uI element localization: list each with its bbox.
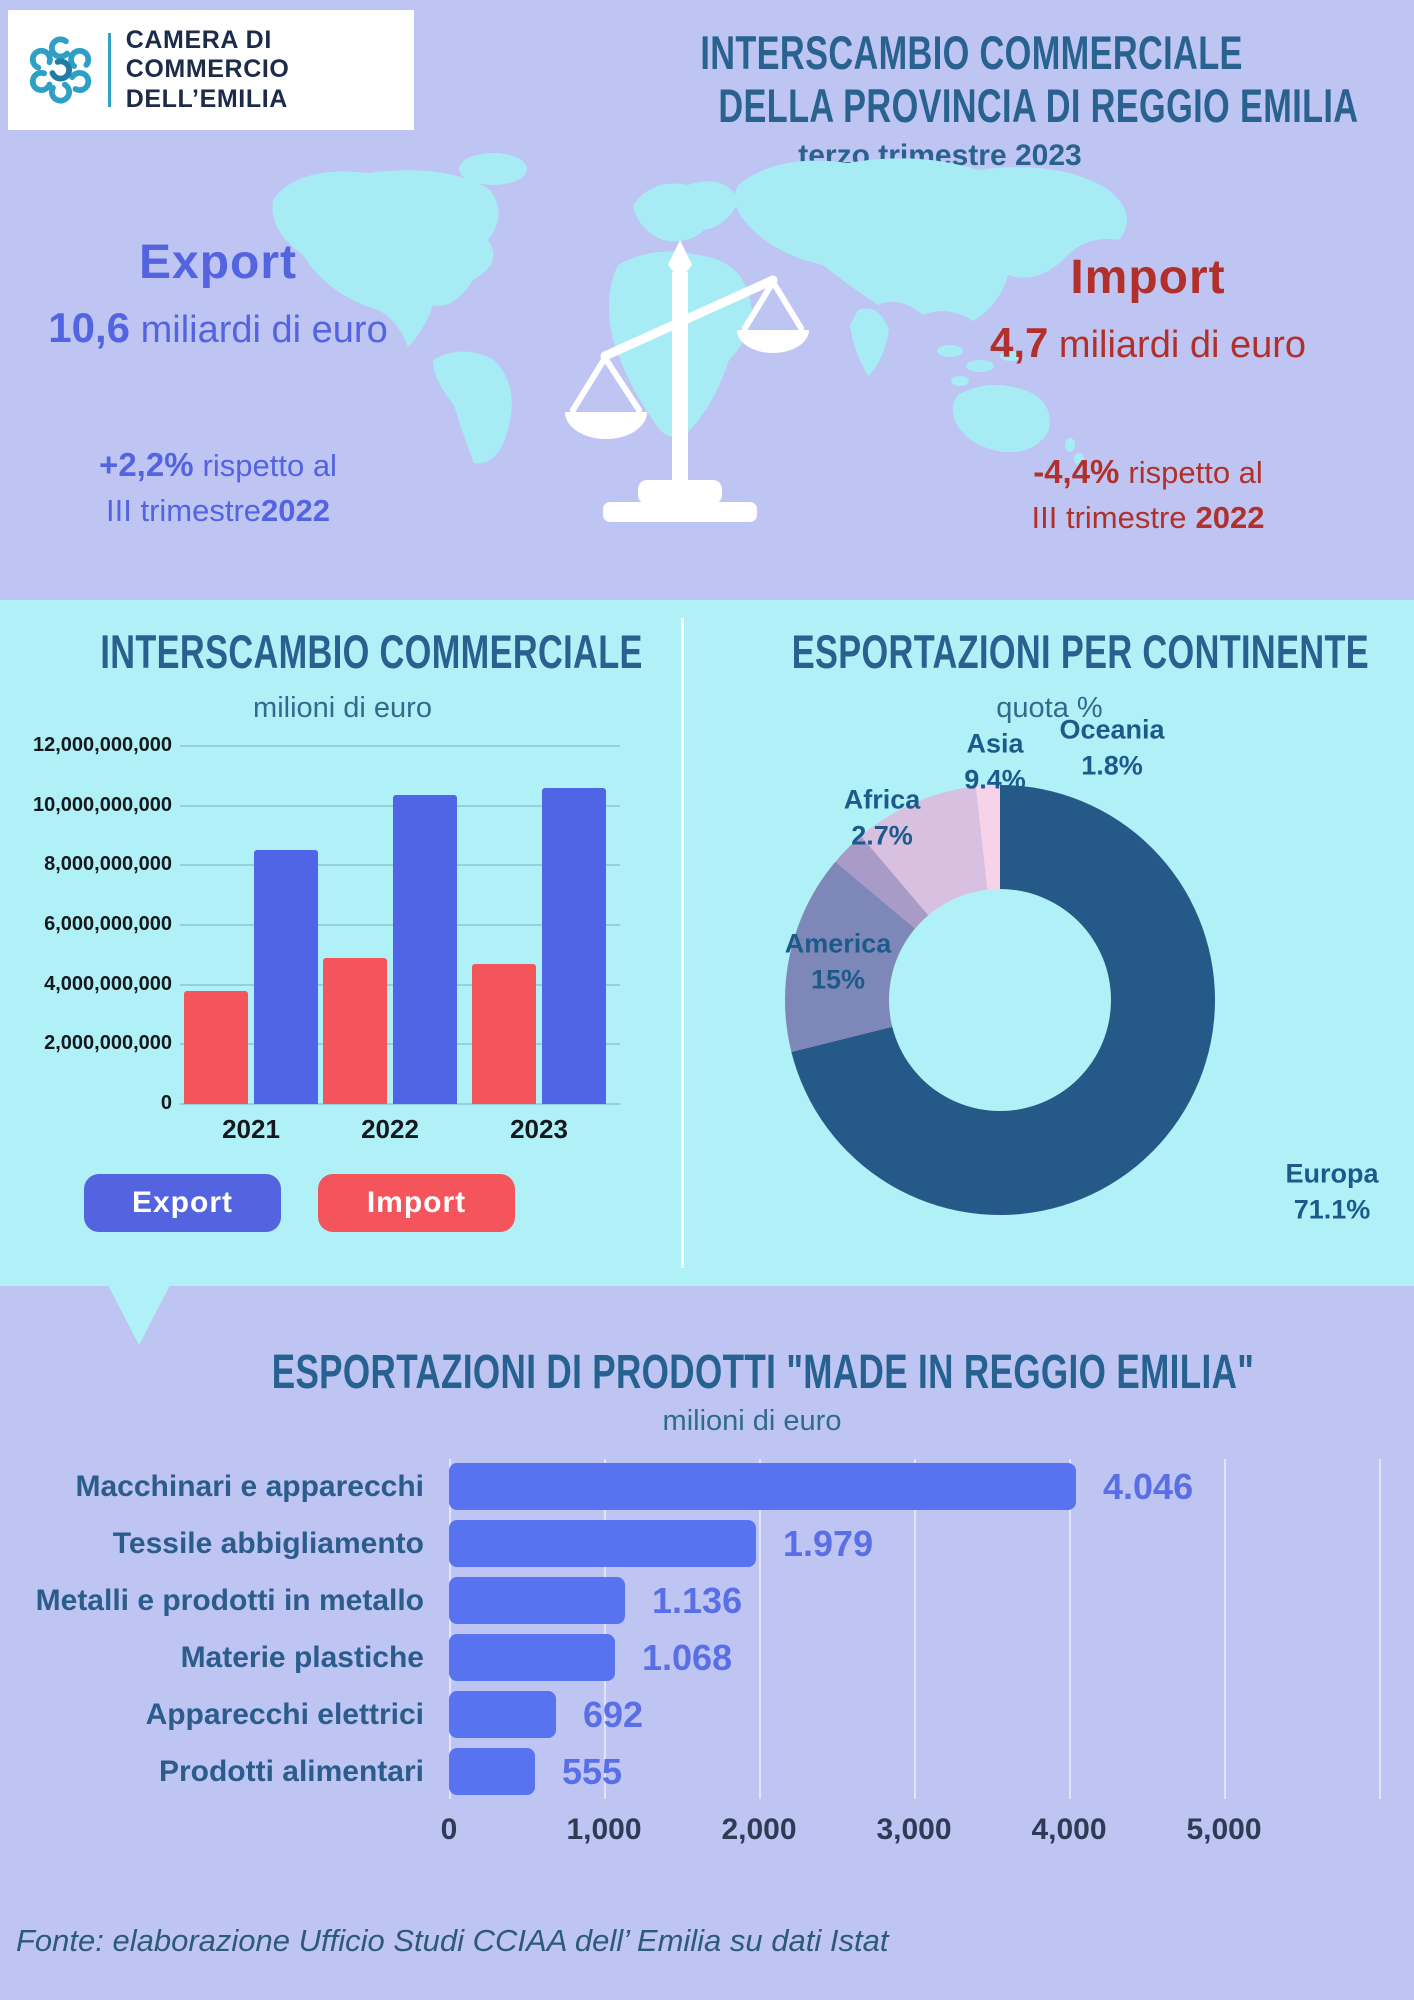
bar-import-2022 bbox=[323, 958, 387, 1104]
bar-import-2021 bbox=[184, 991, 248, 1104]
map-greenland bbox=[459, 153, 527, 185]
export-summary: Export 10,6 miliardi di euro +2,2% rispet… bbox=[18, 238, 418, 529]
hbar-4 bbox=[449, 1634, 615, 1681]
logo-divider bbox=[108, 33, 111, 107]
x-axis-tick-2022: 2022 bbox=[361, 1114, 419, 1144]
page-title-line1: INTERSCAMBIO COMMERCIALE bbox=[700, 26, 1243, 79]
bar-group-2021 bbox=[184, 746, 318, 1104]
export-value: 10,6 miliardi di euro bbox=[48, 304, 388, 351]
value-label-4: 1.068 bbox=[642, 1637, 733, 1678]
pie-chart-title: ESPORTAZIONI PER CONTINENTE bbox=[791, 625, 1370, 678]
bar-chart-title: INTERSCAMBIO COMMERCIALE bbox=[100, 625, 643, 678]
logo-card: CAMERA DI COMMERCIO DELL’EMILIA bbox=[8, 10, 414, 130]
value-label-2: 1.979 bbox=[783, 1523, 874, 1564]
chamber-chain-logo-icon bbox=[29, 36, 92, 104]
pie-label-europa: Europa 71.1% bbox=[1285, 1158, 1379, 1224]
category-label-6: Prodotti alimentari bbox=[158, 1755, 424, 1788]
y-axis-tick-10,000,000,000: 10,000,000,000 bbox=[32, 793, 172, 816]
import-value: 4,7 miliardi di euro bbox=[989, 319, 1307, 366]
x-axis-tick-5,000: 5,000 bbox=[1186, 1813, 1262, 1846]
value-label-6: 555 bbox=[562, 1751, 623, 1792]
x-axis-tick-2023: 2023 bbox=[510, 1114, 568, 1144]
bar-group-2022 bbox=[323, 746, 457, 1104]
gridline-x-1000 bbox=[604, 1459, 606, 1799]
export-label: Export bbox=[138, 236, 297, 289]
x-axis-tick-4,000: 4,000 bbox=[1031, 1813, 1107, 1846]
hbar-5 bbox=[449, 1691, 556, 1738]
gridline-y-0 bbox=[180, 1103, 620, 1105]
category-label-3: Metalli e prodotti in metallo bbox=[35, 1584, 424, 1617]
gridline-x-4000 bbox=[1069, 1459, 1071, 1799]
charts-panel: INTERSCAMBIO COMMERCIALE milioni di euro… bbox=[0, 600, 1414, 1286]
export-delta-period: III trimestre2022 bbox=[106, 493, 330, 528]
pie-label-asia: Asia 9.4% bbox=[964, 728, 1026, 794]
y-axis-tick-6,000,000,000: 6,000,000,000 bbox=[44, 913, 172, 935]
pie-label-oceania: Oceania 1.8% bbox=[1059, 714, 1165, 780]
map-australia bbox=[952, 385, 1050, 453]
y-axis-tick-8,000,000,000: 8,000,000,000 bbox=[44, 853, 172, 876]
hbar-3 bbox=[449, 1577, 625, 1624]
page-title: INTERSCAMBIO COMMERCIALE DELLA PROVINCIA… bbox=[600, 26, 1359, 173]
source-note: Fonte: elaborazione Ufficio Studi CCIAA … bbox=[16, 1923, 889, 1958]
x-axis-tick-3,000: 3,000 bbox=[876, 1813, 952, 1846]
page-title-line2: DELLA PROVINCIA DI REGGIO EMILIA bbox=[718, 79, 1359, 132]
balance-scale-icon bbox=[565, 240, 809, 522]
legend-export-button[interactable]: Export bbox=[84, 1174, 281, 1232]
category-label-1: Macchinari e apparecchi bbox=[75, 1470, 425, 1503]
panel-pointer-triangle bbox=[108, 1285, 170, 1345]
gridline-x-5000 bbox=[1224, 1459, 1226, 1799]
y-axis-tick-4,000,000,000: 4,000,000,000 bbox=[44, 972, 172, 995]
gridline-x-6000 bbox=[1379, 1459, 1381, 1799]
y-axis-tick-2,000,000,000: 2,000,000,000 bbox=[44, 1032, 172, 1055]
export-delta: +2,2% rispetto al bbox=[99, 446, 337, 483]
bar-group-2023 bbox=[472, 746, 606, 1104]
hbar-6 bbox=[449, 1748, 535, 1795]
bar-import-2023 bbox=[472, 964, 536, 1104]
y-axis-tick-0: 0 bbox=[160, 1092, 172, 1114]
pie-label-africa: Africa 2.7% bbox=[843, 784, 921, 850]
x-axis-tick-2,000: 2,000 bbox=[721, 1813, 797, 1846]
bar-export-2023 bbox=[542, 788, 606, 1104]
logo-line1: CAMERA DI COMMERCIO bbox=[125, 25, 290, 84]
pie-chart-subtitle: quota % bbox=[996, 692, 1103, 724]
bar-chart-subtitle: milioni di euro bbox=[253, 692, 432, 724]
import-delta: -4,4% rispetto al bbox=[1033, 453, 1263, 490]
logo-line2: DELL’EMILIA bbox=[125, 84, 288, 113]
value-label-5: 692 bbox=[583, 1694, 644, 1735]
hbar-chart-title: ESPORTAZIONI DI PRODOTTI "MADE IN REGGIO… bbox=[271, 1346, 1255, 1399]
panel-divider bbox=[681, 618, 684, 1268]
category-label-5: Apparecchi elettrici bbox=[145, 1698, 424, 1731]
import-summary: Import 4,7 miliardi di euro -4,4% rispett… bbox=[948, 253, 1348, 536]
products-hbar-chart: Macchinari e apparecchi 4.046 Tessile abbi… bbox=[0, 1459, 1414, 1846]
gridline-x-0 bbox=[449, 1459, 451, 1799]
products-panel: ESPORTAZIONI DI PRODOTTI "MADE IN REGGIO… bbox=[0, 1285, 1414, 2000]
category-label-4: Materie plastiche bbox=[180, 1641, 424, 1674]
logo-text: CAMERA DI COMMERCIO DELL’EMILIA bbox=[126, 26, 414, 115]
trade-bar-chart: 0 2,000,000,000 4,000,000,000 6,000,000,000… bbox=[0, 734, 660, 1170]
world-map-icon bbox=[272, 153, 1127, 465]
pie-label-america: America 15% bbox=[784, 928, 892, 994]
hbar-1 bbox=[449, 1463, 1076, 1510]
hbar-chart-subtitle: milioni di euro bbox=[662, 1405, 842, 1437]
x-axis-tick-0: 0 bbox=[440, 1813, 458, 1846]
import-delta-period: III trimestre 2022 bbox=[1031, 500, 1265, 535]
x-axis-tick-2021: 2021 bbox=[222, 1114, 280, 1144]
y-axis-tick-12,000,000,000: 12,000,000,000 bbox=[32, 734, 172, 756]
gridline-x-2000 bbox=[759, 1459, 761, 1799]
x-axis-tick-1,000: 1,000 bbox=[566, 1813, 642, 1846]
legend-import-button[interactable]: Import bbox=[318, 1174, 515, 1232]
gridline-y-12,000,000,000 bbox=[180, 745, 620, 747]
bar-export-2022 bbox=[393, 795, 457, 1104]
continent-donut-chart bbox=[785, 785, 1215, 1215]
gridline-x-3000 bbox=[914, 1459, 916, 1799]
value-label-3: 1.136 bbox=[652, 1580, 743, 1621]
bar-export-2021 bbox=[254, 850, 318, 1104]
hbar-2 bbox=[449, 1520, 756, 1567]
value-label-1: 4.046 bbox=[1103, 1466, 1194, 1507]
import-label: Import bbox=[1070, 251, 1226, 304]
category-label-2: Tessile abbigliamento bbox=[112, 1527, 424, 1560]
